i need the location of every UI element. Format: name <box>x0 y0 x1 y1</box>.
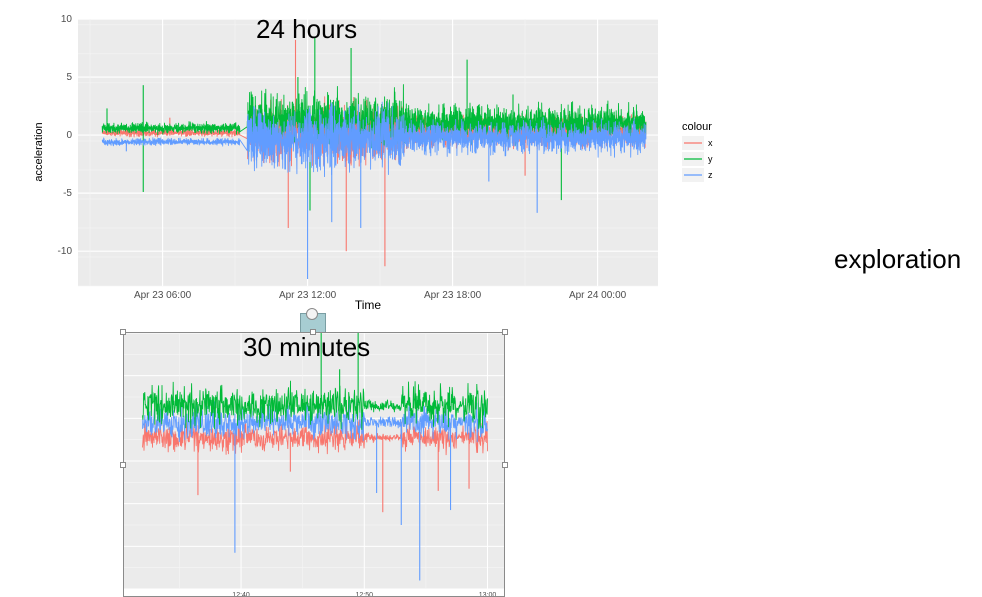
legend: colour xyz <box>682 121 713 182</box>
series-line-y <box>101 84 647 152</box>
chart-30min-frame[interactable]: 12:40 12:50 13:00 <box>123 332 505 597</box>
chart-24h-x-ticks: Apr 23 06:00 Apr 23 12:00 Apr 23 18:00 Apr … <box>134 290 627 301</box>
y-tick-label: -10 <box>58 246 73 257</box>
x-axis-title: Time <box>355 298 382 312</box>
x-tick-label: Apr 23 06:00 <box>134 290 192 301</box>
y-tick-label: 5 <box>66 72 72 83</box>
x-tick-label: Apr 23 18:00 <box>424 290 482 301</box>
chart-title-30min: 30 minutes <box>243 332 371 362</box>
series-line-y <box>142 380 488 430</box>
x-tick-label: Apr 24 00:00 <box>569 290 627 301</box>
y-axis-title: acceleration <box>33 122 45 181</box>
chart-30min-series-group <box>142 333 488 581</box>
y-tick-label: 0 <box>66 130 72 141</box>
rotation-handle-icon[interactable] <box>306 308 318 320</box>
chart-title-24h: 24 hours <box>256 14 358 44</box>
side-text-exploration: exploration <box>834 244 962 274</box>
resize-handle-top-left[interactable] <box>120 329 126 335</box>
x-tick-label: 12:50 <box>356 592 374 597</box>
chart-24h-series-group <box>101 36 647 280</box>
chart-30min: 12:40 12:50 13:00 <box>124 333 504 597</box>
x-tick-label: Apr 23 12:00 <box>279 290 337 301</box>
resize-handle-right[interactable] <box>502 462 508 468</box>
legend-label-y: y <box>708 154 713 164</box>
chart-24h-y-ticks: -10 -5 0 5 10 <box>58 14 73 257</box>
resize-handle-left[interactable] <box>120 462 126 468</box>
series-line-z <box>101 101 647 178</box>
chart-24h-panel <box>78 19 658 286</box>
resize-handle-top-right[interactable] <box>502 329 508 335</box>
legend-title: colour <box>682 121 712 133</box>
x-tick-label: 13:00 <box>479 592 497 597</box>
y-tick-label: 10 <box>61 14 73 25</box>
chart-30min-x-ticks: 12:40 12:50 13:00 <box>232 592 497 597</box>
legend-label-z: z <box>708 170 713 180</box>
legend-label-x: x <box>708 138 713 148</box>
y-tick-label: -5 <box>63 188 72 199</box>
series-line-x <box>142 419 488 456</box>
x-tick-label: 12:40 <box>232 592 250 597</box>
resize-handle-top[interactable] <box>310 329 316 335</box>
